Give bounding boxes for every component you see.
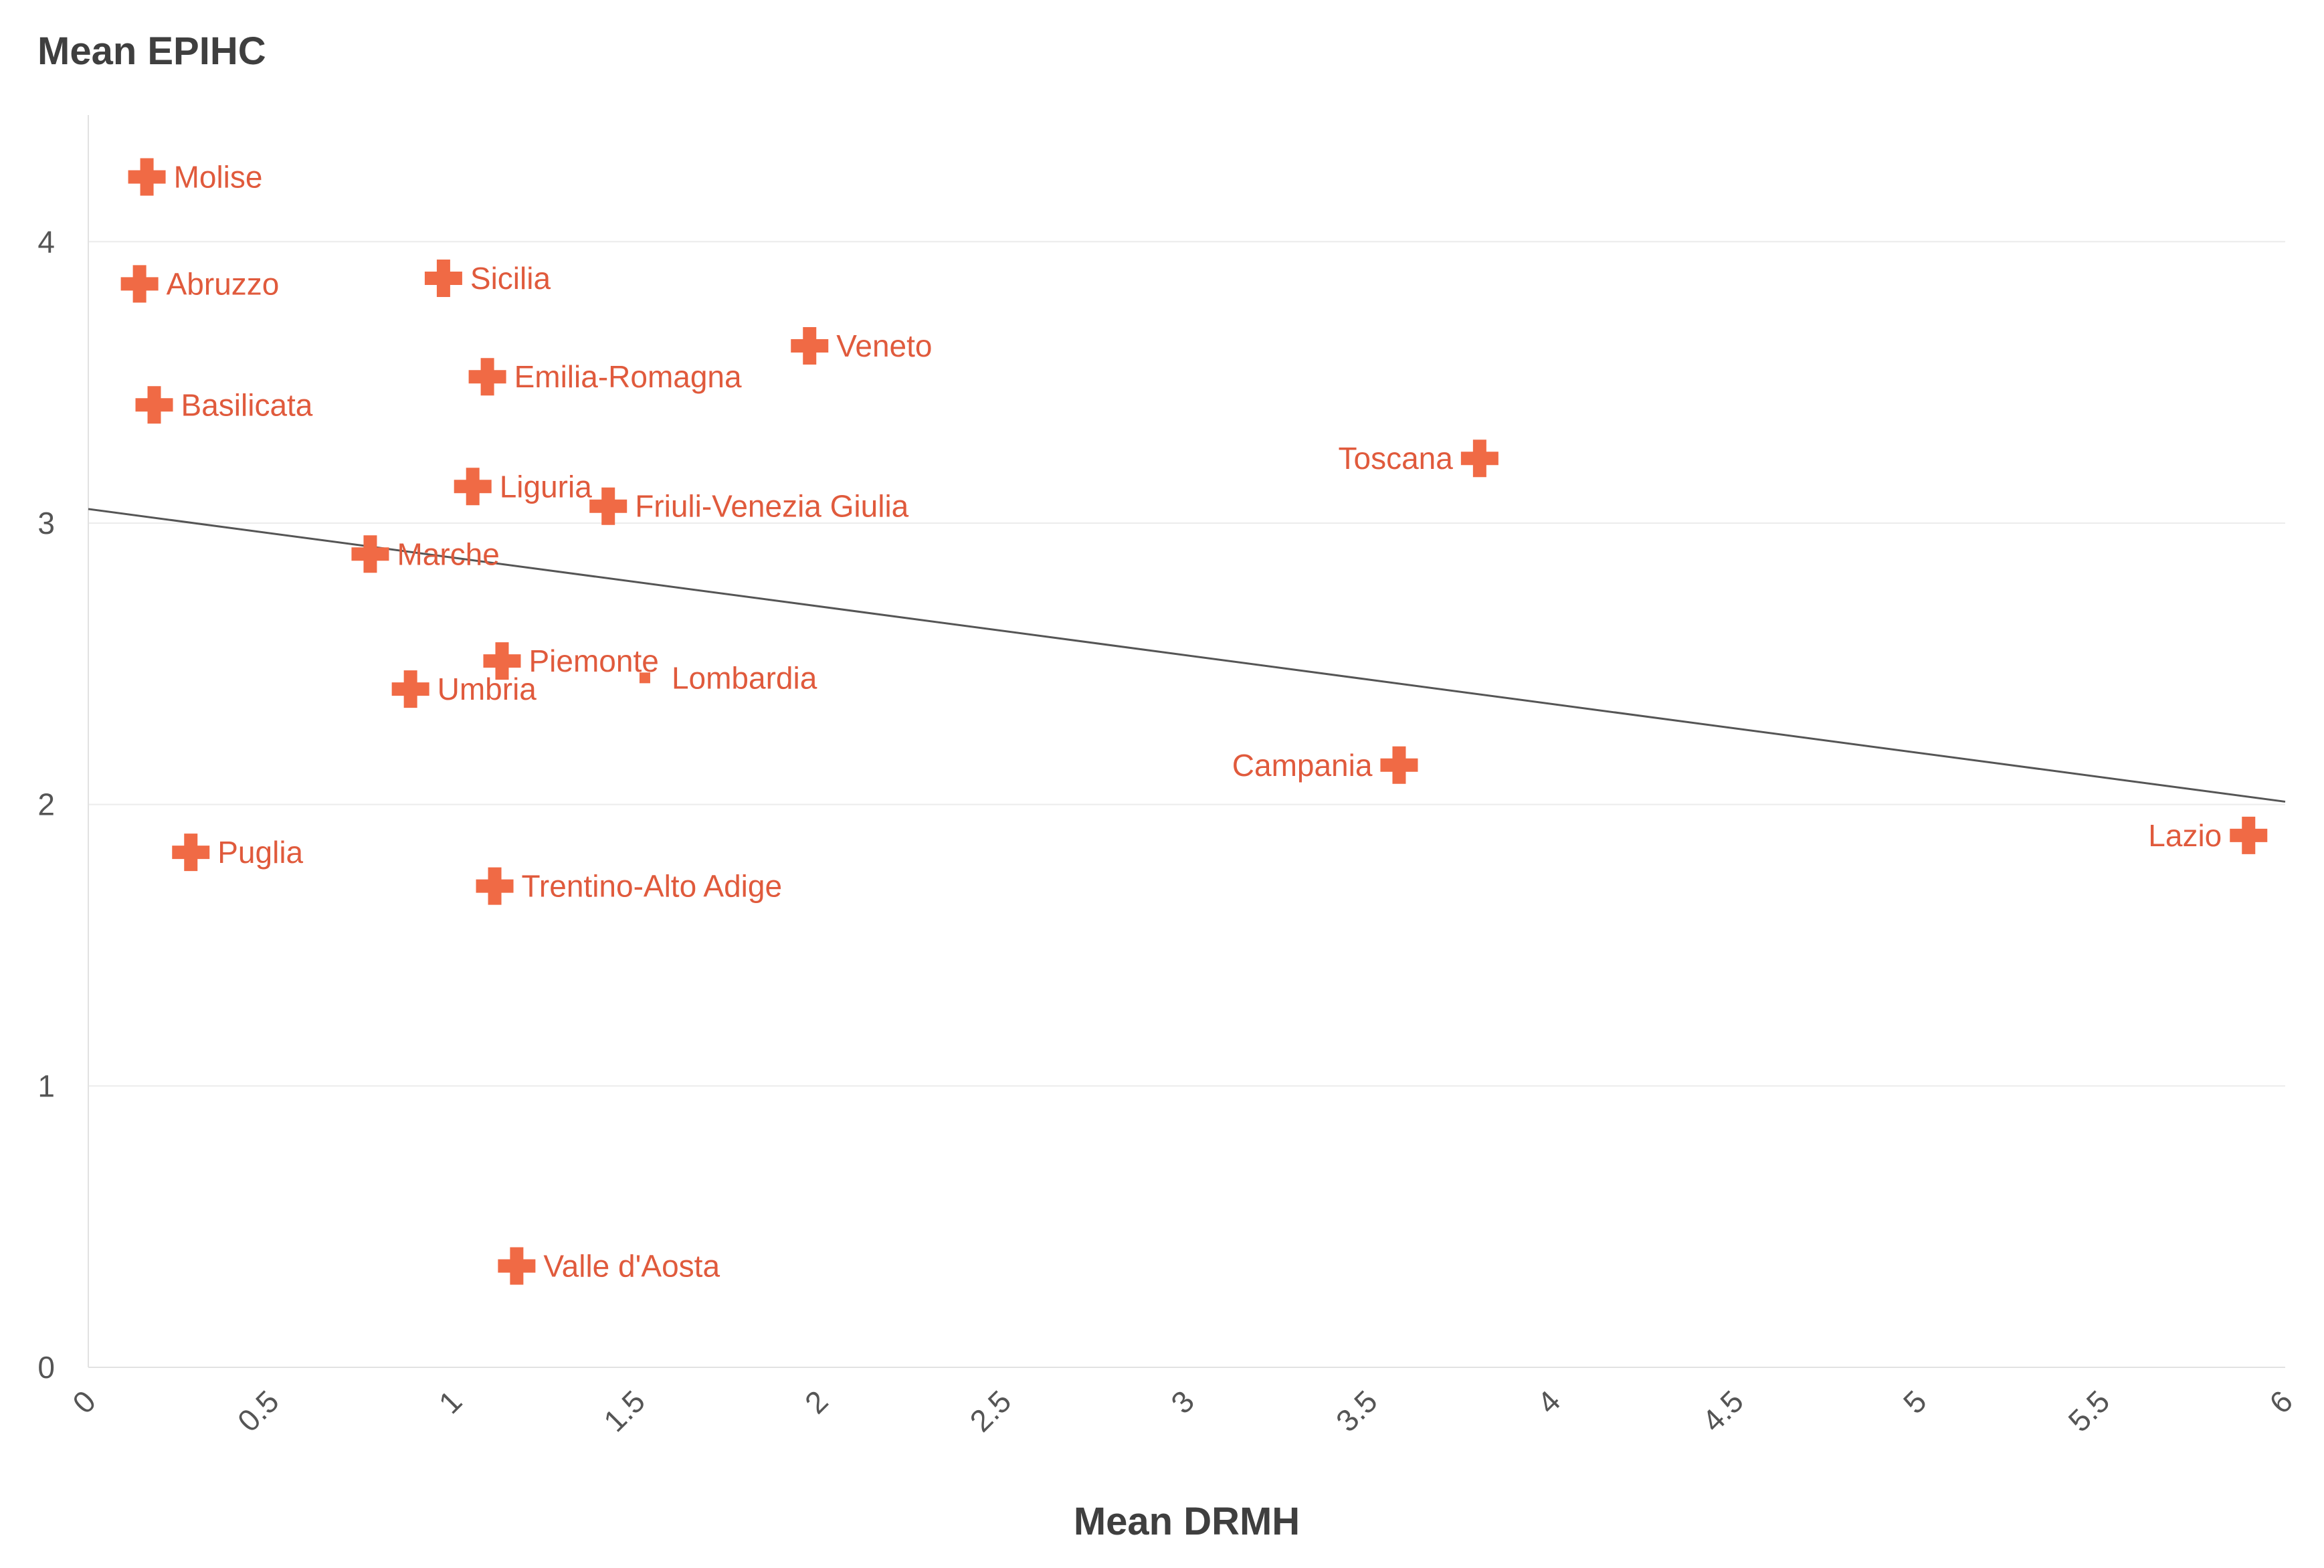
point-label: Liguria bbox=[500, 469, 593, 504]
data-point[interactable]: Basilicata bbox=[135, 386, 313, 424]
plus-marker bbox=[1460, 439, 1498, 478]
x-tick-label: 1.5 bbox=[597, 1383, 652, 1438]
y-tick-label: 2 bbox=[37, 787, 55, 822]
x-tick-label: 0 bbox=[66, 1383, 102, 1420]
x-tick-label: 2 bbox=[798, 1383, 835, 1420]
data-point[interactable]: Molise bbox=[128, 158, 263, 196]
data-point[interactable]: Abruzzo bbox=[120, 265, 280, 303]
point-label: Basilicata bbox=[181, 387, 313, 422]
x-tick-label: 3 bbox=[1164, 1383, 1201, 1420]
plus-marker bbox=[468, 358, 506, 396]
plus-marker bbox=[424, 259, 462, 297]
data-point[interactable]: Friuli-Venezia Giulia bbox=[589, 487, 909, 525]
plus-marker bbox=[454, 468, 492, 506]
data-point[interactable]: Lombardia bbox=[639, 660, 817, 695]
point-label: Puglia bbox=[217, 835, 303, 870]
data-point[interactable]: Veneto bbox=[791, 326, 933, 365]
data-point[interactable]: Campania bbox=[1232, 746, 1418, 784]
data-point[interactable]: Liguria bbox=[454, 468, 593, 506]
plus-marker bbox=[483, 642, 521, 680]
points-layer: Molise Abruzzo Sicilia Veneto Emilia-Romagna… bbox=[120, 158, 2268, 1285]
data-point[interactable]: Valle d'Aosta bbox=[498, 1247, 720, 1285]
x-tick-label: 0.5 bbox=[231, 1383, 286, 1438]
data-point[interactable]: Trentino-Alto Adige bbox=[476, 867, 783, 905]
y-tick-label: 1 bbox=[37, 1068, 55, 1103]
y-tick-label: 4 bbox=[37, 224, 55, 259]
plus-marker bbox=[791, 326, 829, 365]
point-label: Veneto bbox=[836, 328, 932, 363]
x-tick-label: 4 bbox=[1531, 1383, 1567, 1420]
plus-marker bbox=[120, 265, 159, 303]
point-label: Toscana bbox=[1339, 441, 1454, 476]
x-tick-label: 5.5 bbox=[2061, 1383, 2116, 1438]
point-label: Campania bbox=[1232, 748, 1373, 783]
point-label: Lazio bbox=[2148, 818, 2222, 853]
plus-marker bbox=[351, 535, 389, 573]
point-label: Piemonte bbox=[528, 644, 658, 678]
data-point[interactable]: Sicilia bbox=[424, 259, 551, 297]
data-point[interactable]: Lazio bbox=[2148, 816, 2268, 854]
plus-marker bbox=[135, 386, 173, 424]
x-tick-label: 3.5 bbox=[1329, 1383, 1384, 1438]
point-label: Emilia-Romagna bbox=[514, 359, 742, 394]
x-tick-label: 2.5 bbox=[963, 1383, 1018, 1438]
plus-marker bbox=[1380, 746, 1418, 784]
data-point[interactable]: Toscana bbox=[1339, 439, 1498, 478]
data-point[interactable]: Piemonte bbox=[483, 642, 659, 680]
point-label: Umbria bbox=[438, 672, 537, 706]
point-label: Molise bbox=[174, 160, 263, 195]
trend-line bbox=[88, 508, 2286, 803]
x-tick-label: 1 bbox=[432, 1383, 469, 1420]
data-point[interactable]: Marche bbox=[351, 535, 500, 573]
trend-layer bbox=[88, 508, 2286, 803]
point-label: Lombardia bbox=[672, 660, 817, 695]
y-axis-title: Mean EPIHC bbox=[37, 29, 266, 73]
plus-marker bbox=[391, 670, 429, 708]
point-label: Abruzzo bbox=[167, 266, 280, 301]
point-marker-dot bbox=[639, 672, 650, 684]
x-tick-label: 4.5 bbox=[1695, 1383, 1750, 1438]
data-point[interactable]: Emilia-Romagna bbox=[468, 358, 742, 396]
plus-marker bbox=[2230, 816, 2268, 854]
axis-layer: 0 1 2 3 4 0 0.5 1 1.5 2 2.5 3 3.5 4 4.5 5 5.5 6 bbox=[37, 115, 2299, 1438]
point-label: Marche bbox=[397, 536, 499, 571]
plus-marker bbox=[476, 867, 514, 905]
x-tick-label: 5 bbox=[1897, 1383, 1933, 1420]
point-label: Trentino-Alto Adige bbox=[522, 869, 783, 904]
x-tick-label: 6 bbox=[2262, 1383, 2299, 1420]
y-tick-label: 3 bbox=[37, 506, 55, 541]
plus-marker bbox=[498, 1247, 536, 1285]
point-label: Valle d'Aosta bbox=[543, 1249, 720, 1284]
point-label: Sicilia bbox=[470, 261, 551, 296]
point-label: Friuli-Venezia Giulia bbox=[635, 489, 908, 524]
grid-layer bbox=[88, 241, 2285, 1087]
plus-marker bbox=[172, 834, 210, 872]
plus-marker bbox=[128, 158, 166, 196]
data-point[interactable]: Umbria bbox=[391, 670, 537, 708]
plus-marker bbox=[589, 487, 627, 525]
data-point[interactable]: Puglia bbox=[172, 834, 304, 872]
y-tick-label: 0 bbox=[37, 1350, 55, 1385]
x-axis-title: Mean DRMH bbox=[1074, 1500, 1300, 1543]
